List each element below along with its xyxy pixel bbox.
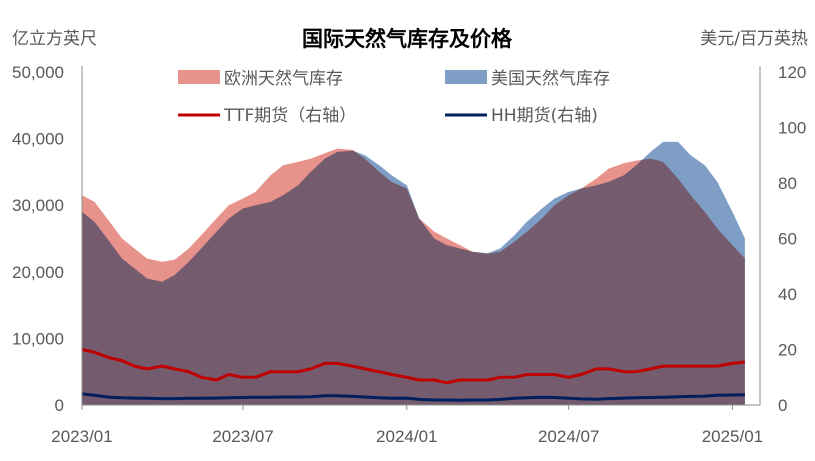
x-tick-label: 2024/07	[538, 427, 599, 446]
area-series-1	[82, 141, 745, 405]
y-tick-label: 0	[55, 396, 64, 415]
legend-label: TTF期货（右轴）	[223, 106, 356, 126]
y2-tick-label: 40	[778, 285, 797, 304]
legend-swatch	[178, 70, 220, 84]
y2-tick-label: 100	[778, 119, 806, 138]
legend-item: TTF期货（右轴）	[178, 106, 356, 126]
legend-item: HH期货(右轴)	[445, 106, 598, 126]
y-tick-label: 50,000	[12, 63, 64, 82]
legend-swatch	[445, 70, 487, 84]
legend-label: HH期货(右轴)	[491, 106, 598, 126]
y-tick-label: 10,000	[12, 329, 64, 348]
legend-label: 欧洲天然气库存	[224, 69, 343, 89]
left-axis-unit: 亿立方英尺	[12, 29, 97, 49]
line-series-2	[81, 348, 746, 385]
line-series-3	[81, 392, 745, 402]
x-tick-label: 2025/01	[702, 427, 763, 446]
y-tick-label: 30,000	[12, 196, 64, 215]
legend-label: 美国天然气库存	[491, 69, 610, 89]
chart-title: 国际天然气库存及价格	[302, 27, 513, 51]
y2-tick-label: 80	[778, 174, 797, 193]
axes: 50,000 40,000 30,000 20,000 10,000 0 120 100 80 6…	[12, 63, 806, 446]
plot-area	[81, 141, 746, 405]
y2-tick-label: 120	[778, 63, 806, 82]
y2-tick-label: 0	[778, 396, 787, 415]
y-tick-label: 20,000	[12, 263, 64, 282]
x-tick-label: 2023/01	[51, 427, 112, 446]
legend-item: 欧洲天然气库存	[178, 69, 343, 89]
legend: 欧洲天然气库存 美国天然气库存 TTF期货（右轴） HH期货(右轴)	[178, 69, 610, 126]
x-tick-label: 2024/01	[376, 427, 437, 446]
y-tick-label: 40,000	[12, 130, 64, 149]
right-axis-unit: 美元/百万英热	[700, 29, 808, 49]
x-tick-label: 2023/07	[212, 427, 273, 446]
y2-tick-label: 60	[778, 230, 797, 249]
legend-item: 美国天然气库存	[445, 69, 610, 89]
y2-tick-label: 20	[778, 341, 797, 360]
